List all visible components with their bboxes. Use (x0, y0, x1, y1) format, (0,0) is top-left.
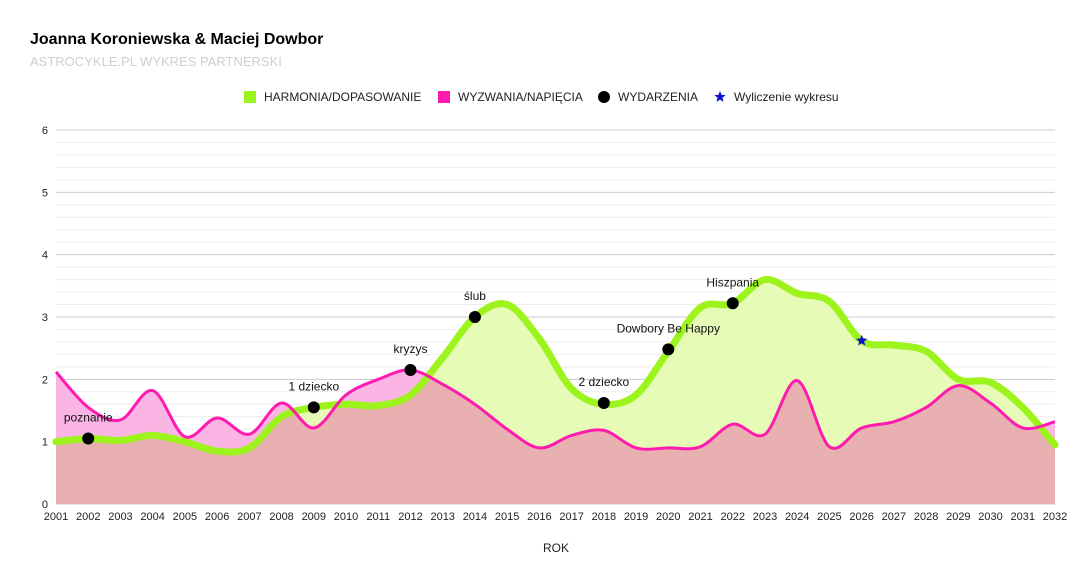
y-tick-label: 6 (42, 125, 48, 137)
y-tick-label: 0 (42, 499, 48, 511)
x-tick-label: 2007 (237, 511, 261, 523)
legend-label: Wyliczenie wykresu (734, 90, 839, 104)
event-label: poznanie (64, 411, 113, 425)
legend-label: WYDARZENIA (618, 90, 698, 104)
x-tick-label: 2017 (559, 511, 583, 523)
x-tick-label: 2015 (495, 511, 519, 523)
x-tick-label: 2024 (785, 511, 809, 523)
x-tick-label: 2010 (334, 511, 358, 523)
event-label: 2 dziecko (578, 375, 629, 389)
event-label: kryzys (393, 342, 427, 356)
overlap-area (56, 369, 1055, 504)
legend-swatch (438, 91, 450, 103)
x-tick-label: 2023 (753, 511, 777, 523)
x-tick-label: 2021 (688, 511, 712, 523)
legend-dot (598, 91, 610, 103)
x-tick-label: 2006 (205, 511, 229, 523)
series-lines (52, 276, 1059, 456)
event-label: 1 dziecko (288, 379, 339, 393)
event-marker (307, 401, 320, 414)
x-tick-label: 2020 (656, 511, 680, 523)
event-marker (662, 343, 675, 356)
x-tick-label: 2029 (946, 511, 970, 523)
challenge-line (54, 368, 1056, 451)
x-tick-label: 2013 (430, 511, 454, 523)
x-tick-label: 2004 (140, 511, 164, 523)
harmony-line (52, 276, 1059, 456)
x-tick-label: 2031 (1011, 511, 1035, 523)
y-tick-label: 3 (42, 312, 48, 324)
x-tick-label: 2016 (527, 511, 551, 523)
legend-star (714, 91, 726, 102)
chart-title: Joanna Koroniewska & Maciej Dowbor (30, 31, 323, 48)
x-tick-label: 2018 (592, 511, 616, 523)
x-tick-label: 2030 (978, 511, 1002, 523)
x-tick-label: 2008 (269, 511, 293, 523)
event-marker (404, 363, 417, 376)
events: poznanie 1 dziecko kryzys ślub 2 dziecko Dowb… (64, 275, 868, 445)
legend-label: WYZWANIA/NAPIĘCIA (458, 90, 583, 104)
x-axis-ticks: 2001 2002 2003 2004 2005 2006 2007 2008 2009 2010… (44, 511, 1067, 523)
y-tick-label: 4 (42, 250, 48, 262)
x-tick-label: 2012 (398, 511, 422, 523)
event-label: Dowbory Be Happy (617, 321, 720, 335)
x-tick-label: 2019 (624, 511, 648, 523)
event-label: ślub (464, 289, 486, 303)
x-tick-label: 2027 (882, 511, 906, 523)
x-tick-label: 2005 (173, 511, 197, 523)
legend: HARMONIA/DOPASOWANIE WYZWANIA/NAPIĘCIA WYD… (244, 90, 839, 104)
x-tick-label: 2001 (44, 511, 68, 523)
y-axis-ticks: 0 1 2 3 4 5 6 (42, 125, 48, 511)
x-tick-label: 2022 (720, 511, 744, 523)
event-marker (468, 311, 481, 323)
calculation-star-marker (855, 334, 868, 346)
event-marker (726, 297, 739, 310)
x-tick-label: 2025 (817, 511, 841, 523)
event-label: Hiszpania (706, 275, 759, 289)
x-tick-label: 2032 (1043, 511, 1067, 523)
x-tick-label: 2026 (849, 511, 873, 523)
x-tick-label: 2003 (108, 511, 132, 523)
x-axis-label: ROK (543, 541, 569, 555)
x-tick-label: 2002 (76, 511, 100, 523)
y-tick-label: 1 (42, 437, 48, 449)
legend-label: HARMONIA/DOPASOWANIE (264, 90, 421, 104)
areas (56, 279, 1055, 504)
chart-subtitle: ASTROCYKLE.PL WYKRES PARTNERSKI (30, 54, 282, 69)
x-tick-label: 2009 (302, 511, 326, 523)
x-tick-label: 2014 (463, 511, 487, 523)
legend-swatch (244, 91, 256, 103)
event-marker (597, 397, 610, 410)
x-tick-label: 2011 (366, 511, 390, 523)
event-marker (82, 432, 95, 445)
x-tick-label: 2028 (914, 511, 938, 523)
y-tick-label: 2 (42, 374, 48, 386)
y-tick-label: 5 (42, 187, 48, 199)
